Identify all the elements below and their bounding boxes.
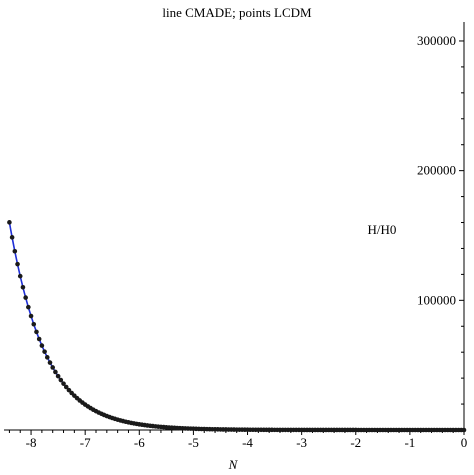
data-point-lcdm [12, 248, 18, 254]
data-point-lcdm [7, 220, 12, 225]
y-tick-label: 100000 [417, 292, 456, 307]
x-tick-label: -7 [80, 435, 91, 450]
x-tick-label: -8 [26, 435, 37, 450]
ticks: -8 -7 -6 -5 -4 -3 -2 -1 0 100000 200000 300000 [8, 33, 468, 450]
data-point-lcdm [20, 284, 26, 290]
data-point-lcdm [461, 427, 467, 433]
y-tick-label: 200000 [417, 163, 456, 178]
x-tick-label: 0 [461, 435, 468, 450]
data-point-lcdm [44, 355, 50, 360]
data-point-lcdm [34, 329, 39, 335]
y-axis-label: H/H0 [368, 222, 397, 237]
data-point-lcdm [55, 373, 61, 379]
data-point-lcdm [58, 377, 64, 383]
data-point-lcdm [50, 365, 56, 370]
data-point-lcdm [39, 343, 45, 348]
data-point-lcdm [26, 304, 31, 310]
data-point-lcdm [31, 321, 37, 327]
x-tick-label: -6 [134, 435, 145, 450]
data-point-lcdm [28, 313, 34, 319]
data-point-lcdm [17, 273, 23, 279]
x-axis-label: N [228, 457, 239, 472]
y-tick-label: 300000 [417, 33, 456, 48]
data-point-lcdm [15, 261, 20, 267]
data-point-lcdm [36, 336, 42, 342]
data-point-lcdm [63, 384, 69, 390]
data-point-lcdm [23, 295, 28, 300]
data-point-lcdm [42, 349, 47, 354]
x-tick-label: -3 [296, 435, 307, 450]
x-tick-label: -5 [188, 435, 199, 450]
data-point-lcdm [53, 369, 58, 375]
chart-title: line CMADE; points LCDM [162, 5, 312, 20]
data-point-lcdm [61, 381, 66, 386]
x-tick-label: -2 [350, 435, 361, 450]
data-point-lcdm [47, 360, 53, 365]
x-tick-label: -1 [404, 435, 415, 450]
data-point-lcdm [9, 235, 15, 240]
plot-area [7, 220, 467, 433]
data-point-lcdm [66, 387, 72, 393]
x-tick-label: -4 [242, 435, 253, 450]
